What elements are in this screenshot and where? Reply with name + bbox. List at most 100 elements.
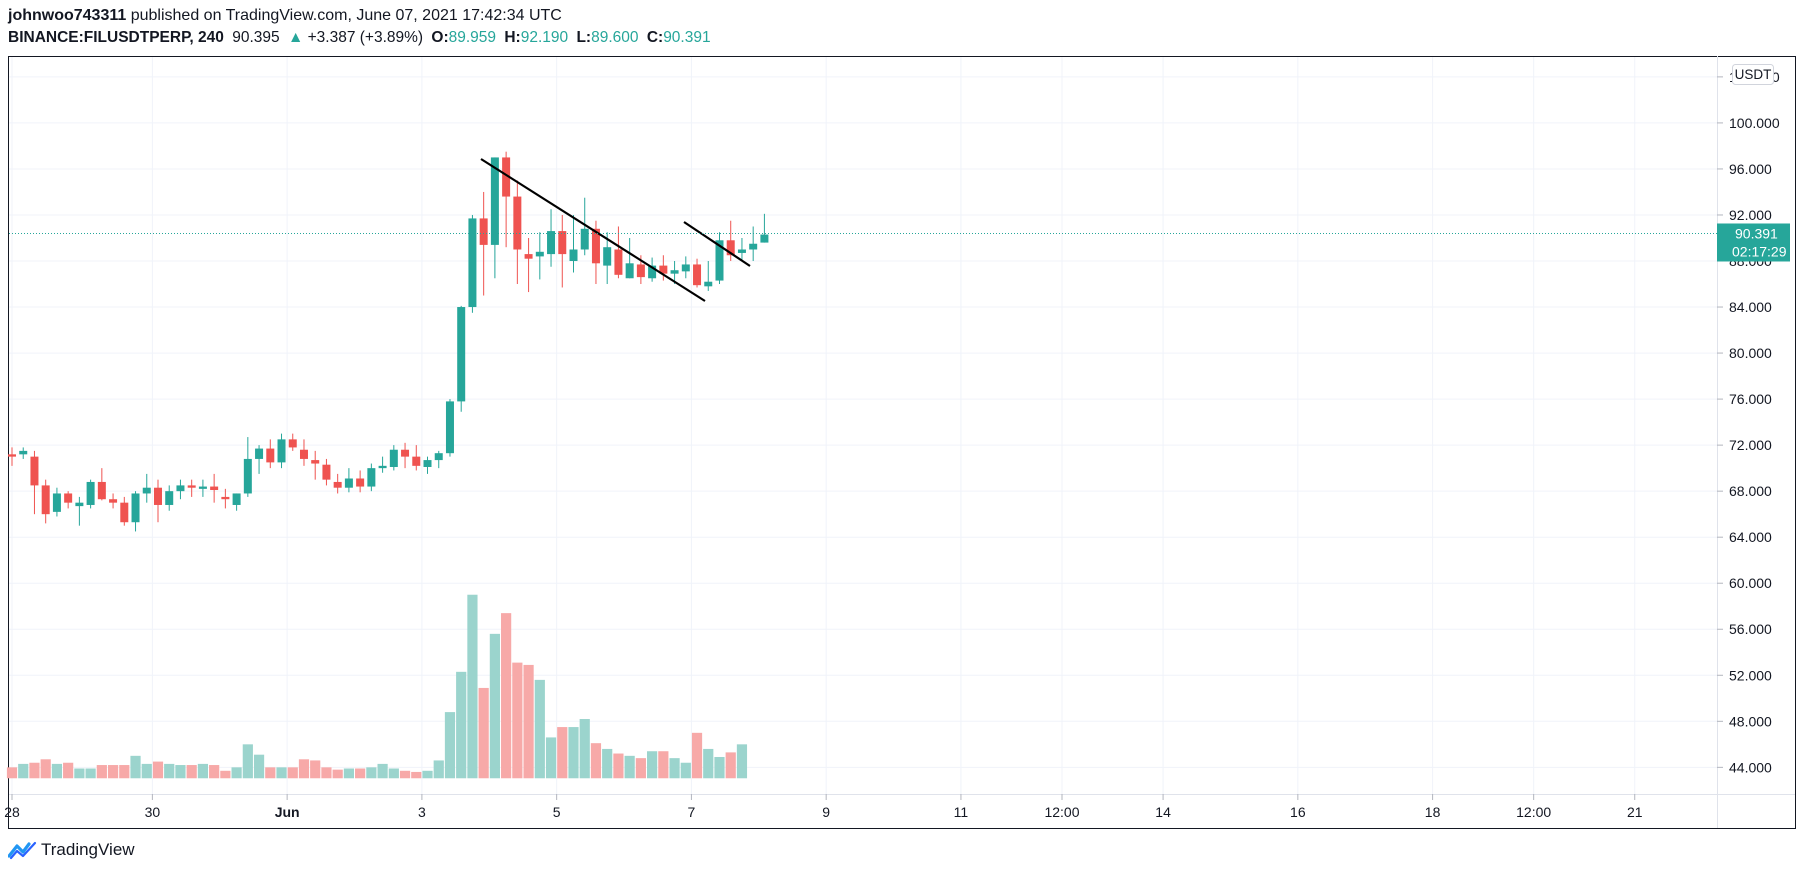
candle-body	[165, 491, 174, 505]
candle-body	[614, 249, 623, 275]
symbol-name[interactable]: BINANCE:FILUSDTPERP, 240	[8, 29, 224, 46]
candle-body	[378, 465, 387, 469]
candle-body	[120, 502, 129, 523]
candle-body	[457, 307, 466, 402]
candle-body	[19, 450, 28, 455]
candle-body	[232, 493, 241, 505]
candle-body	[423, 460, 432, 467]
candle-body	[97, 481, 106, 500]
currency-badge[interactable]: USDT	[1732, 64, 1774, 85]
symbol-legend: BINANCE:FILUSDTPERP, 240 90.395 ▲ +3.387…	[8, 29, 715, 47]
time-tick-label: 14	[1155, 804, 1171, 820]
candle-body	[681, 264, 690, 272]
candle-body	[524, 254, 533, 259]
volume-bar	[96, 765, 107, 779]
low-label: L:	[576, 29, 592, 46]
volume-bar	[107, 765, 119, 779]
price-tick-label: 92.000	[1729, 207, 1772, 223]
volume-bar	[242, 744, 253, 779]
volume-bar	[433, 760, 444, 779]
volume-bar	[40, 759, 51, 779]
trendlines[interactable]	[480, 158, 751, 302]
volume-bar	[444, 712, 456, 779]
volume-bar	[624, 755, 635, 779]
volume-bar	[343, 768, 354, 779]
candle-body	[109, 499, 118, 503]
volume-bar	[130, 755, 141, 779]
candle-body	[255, 448, 264, 459]
volume-bar	[725, 752, 736, 779]
tradingview-logo-icon	[8, 841, 37, 860]
candle-body	[187, 485, 196, 488]
candle-body	[311, 460, 320, 464]
volume-bar	[197, 763, 209, 779]
tradingview-logo[interactable]: TradingView	[8, 840, 135, 860]
volume-bar	[287, 767, 298, 779]
volume-bar	[220, 770, 231, 779]
candle-body	[367, 468, 376, 487]
candle-body	[659, 265, 668, 274]
author-name[interactable]: johnwoo743311	[8, 7, 127, 24]
trendline-2[interactable]	[683, 221, 751, 267]
volume-bar	[366, 767, 377, 779]
candle-body	[468, 218, 477, 308]
candle-body	[299, 449, 308, 459]
candle-body	[749, 243, 758, 250]
last-price-value: 90.391	[1735, 225, 1778, 241]
volume-bar	[501, 613, 512, 779]
candle-body	[243, 458, 252, 494]
candle-body	[547, 231, 556, 255]
volume-bar	[523, 664, 534, 779]
time-axis[interactable]: 28 30 Jun 3 5 7 9 11 12:00 14 16 18 12:00 21	[4, 794, 1643, 820]
volume-bar	[647, 751, 658, 779]
trendline-1[interactable]	[480, 158, 706, 302]
time-tick-label: 11	[954, 804, 969, 820]
candle-body	[502, 157, 511, 197]
volume-bar	[545, 737, 557, 779]
volume-bar	[152, 761, 164, 779]
price-chart[interactable]: 104.000100.00096.00092.00088.00084.00080…	[0, 0, 1805, 830]
time-tick-label: Jun	[275, 804, 300, 820]
volume-bar	[534, 679, 545, 779]
last-price-box	[1717, 223, 1790, 262]
publish-text: published on TradingView.com, June 07, 2…	[130, 7, 562, 24]
change-arrow-icon: ▲	[287, 29, 304, 46]
time-tick-label: 12:00	[1044, 804, 1079, 820]
close-value: 90.391	[663, 29, 711, 46]
volume-bar	[231, 767, 242, 779]
volume-bar	[186, 765, 197, 779]
volume-bar	[489, 633, 500, 779]
volume-bar	[85, 768, 96, 779]
high-value: 92.190	[520, 29, 569, 46]
grid	[9, 57, 1717, 794]
candle-body	[580, 228, 589, 250]
open-value: 89.959	[448, 29, 497, 46]
time-tick-label: 9	[822, 804, 830, 820]
volume-bar	[478, 687, 489, 779]
volume-bar	[635, 758, 646, 779]
open-label: O:	[431, 29, 449, 46]
publish-info: johnwoo743311 published on TradingView.c…	[8, 7, 562, 25]
volume-bar	[141, 763, 152, 779]
price-tick-label: 80.000	[1729, 345, 1772, 361]
candle-body	[322, 464, 331, 480]
candle-body	[52, 493, 61, 512]
candle-body	[64, 493, 73, 503]
candle-body	[277, 439, 286, 463]
candles	[8, 151, 769, 532]
price-tick-label: 68.000	[1729, 483, 1772, 499]
brand-name: TradingView	[41, 840, 135, 859]
volume-bar	[332, 769, 343, 779]
candle-body	[221, 496, 230, 500]
volume-bar	[736, 744, 748, 779]
volume-bar	[456, 671, 467, 779]
time-tick-label: 7	[688, 804, 696, 820]
volume-bar	[298, 759, 310, 779]
candle-body	[356, 478, 365, 487]
volume-bar	[253, 754, 265, 779]
volume-bars	[6, 594, 748, 779]
candle-body	[412, 456, 421, 466]
candle-body	[86, 481, 95, 505]
candle-body	[670, 270, 679, 274]
volume-bar	[209, 765, 220, 779]
